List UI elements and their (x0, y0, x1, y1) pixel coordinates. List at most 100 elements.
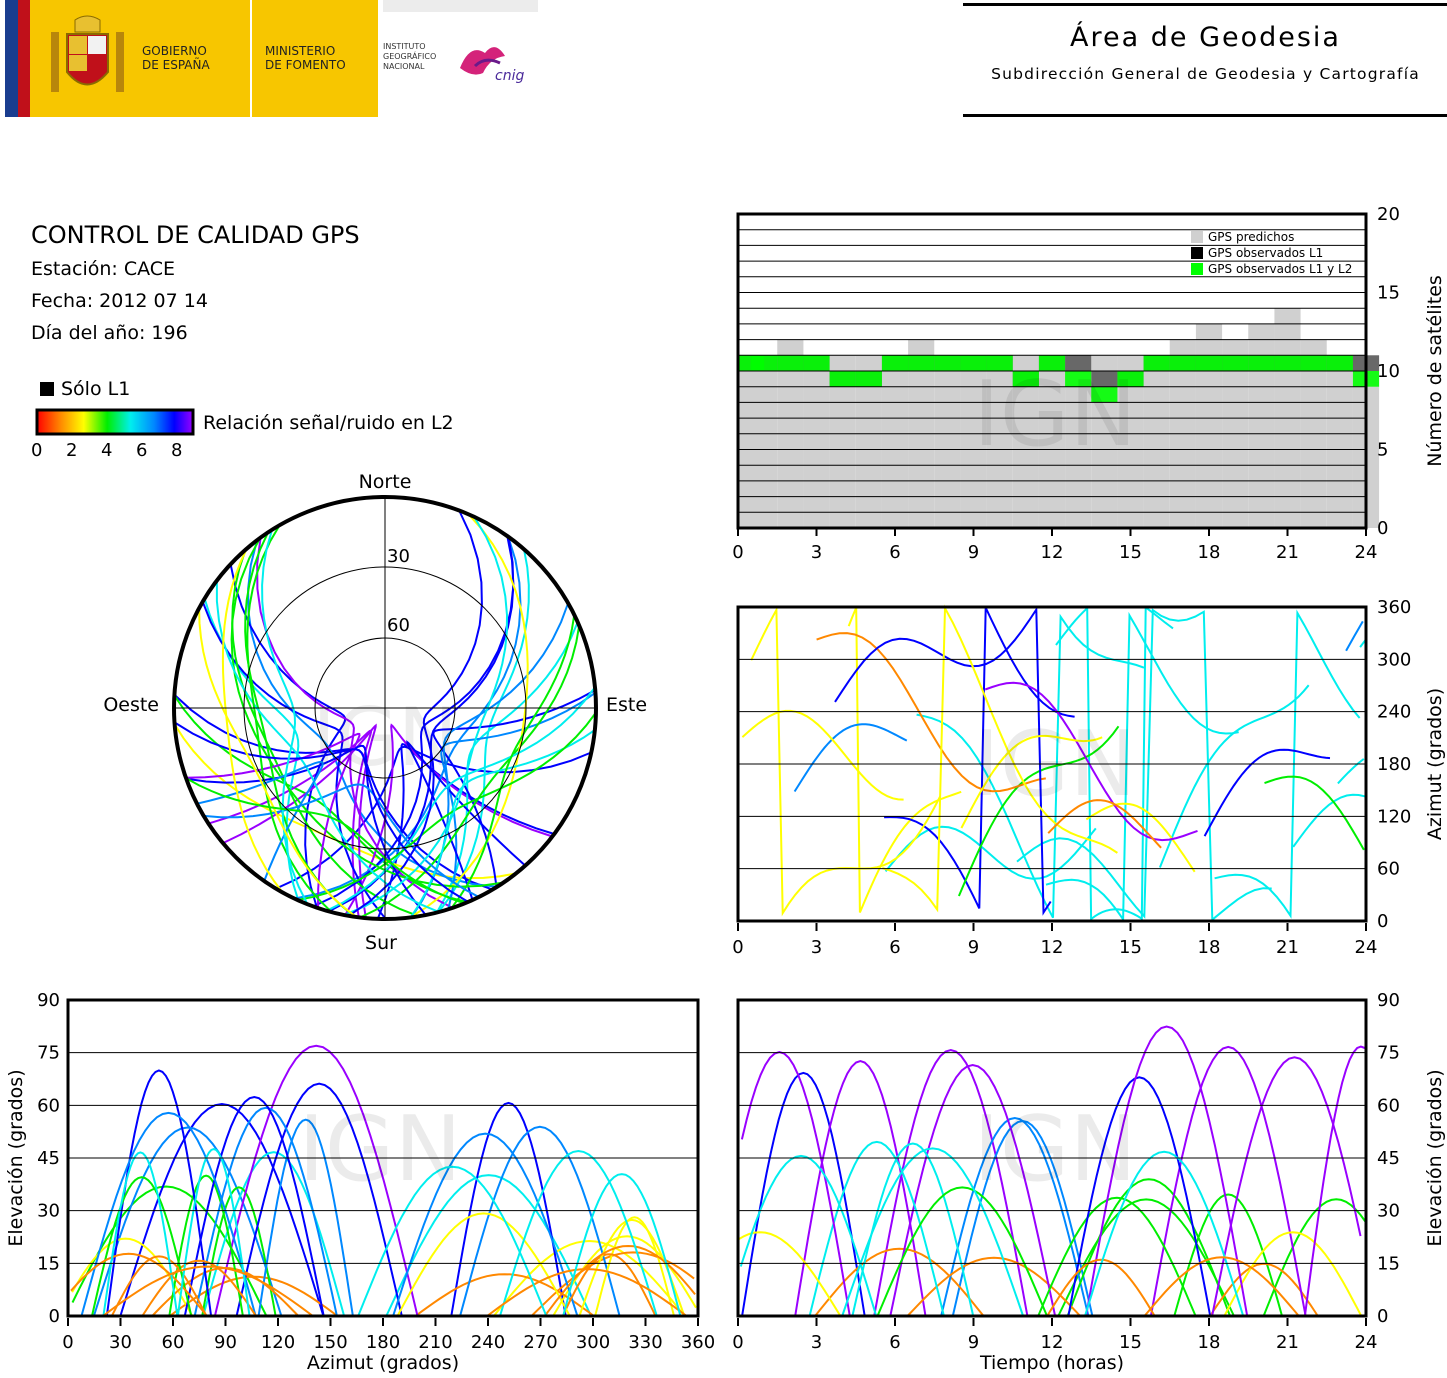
bar-observed-l1l2 (1117, 371, 1144, 387)
legend-swatch-l1 (1191, 247, 1203, 259)
sat-y-tick: 5 (1377, 440, 1388, 461)
skyplot-chart: Norte Sur Este Oeste 30 60 IGN (103, 471, 647, 954)
ministry-line1: MINISTERIO (265, 44, 336, 58)
azimuth-track (1016, 608, 1272, 922)
elev-az-track (385, 1174, 592, 1317)
az-x-tick: 24 (1355, 937, 1378, 955)
et-x-tick: 24 (1355, 1332, 1378, 1353)
ign-top-bar (383, 0, 538, 12)
bar-observed-l1l2 (1091, 386, 1118, 403)
ea-xlabel: Azimut (grados) (307, 1352, 459, 1374)
skyplot-track (450, 614, 576, 909)
bar-predicted (1326, 355, 1353, 528)
az-y-tick: 360 (1377, 597, 1411, 618)
bar-observed-l1l2 (960, 355, 987, 371)
snr-tick: 0 (31, 440, 43, 461)
et-y-tick: 45 (1377, 1148, 1400, 1169)
ea-x-tick: 120 (261, 1332, 295, 1353)
elev-az-track (176, 1148, 251, 1317)
ign-line3: NACIONAL (383, 62, 425, 71)
azimuth-track (1345, 620, 1364, 652)
ea-x-tick: 330 (628, 1332, 662, 1353)
ring-label-30: 30 (387, 546, 410, 567)
azimuth-track (816, 632, 1046, 793)
et-x-tick: 9 (968, 1332, 979, 1353)
only-l1-label: Sólo L1 (61, 378, 131, 400)
elev-az-track (70, 1252, 208, 1317)
report-title: CONTROL DE CALIDAD GPS (31, 221, 360, 249)
ea-x-tick: 180 (366, 1332, 400, 1353)
bar-observed-l1l2 (1065, 371, 1092, 387)
ea-y-tick: 0 (49, 1306, 60, 1327)
ea-y-tick: 75 (37, 1043, 60, 1064)
et-x-tick: 18 (1198, 1332, 1221, 1353)
elev-az-track (193, 1106, 338, 1317)
snr-tick: 2 (66, 440, 78, 461)
et-x-tick: 3 (811, 1332, 822, 1353)
gov-text: GOBIERNO DE ESPAÑA (142, 44, 210, 72)
elev-az-track (543, 1244, 696, 1317)
watermark: IGN (312, 691, 457, 784)
ea-y-tick: 45 (37, 1148, 60, 1169)
sat-y-tick: 0 (1377, 518, 1388, 539)
ea-ticks: 0 30 60 90 120 150 180 210 240 270 300 330 360 0 15 30 4… (37, 990, 715, 1353)
header-rule-bottom (963, 114, 1447, 117)
cnig-logo-text: cnig (495, 68, 524, 84)
bar-predicted (960, 355, 987, 528)
elev-az-track (119, 1102, 325, 1317)
azimuth-track (793, 723, 908, 793)
elev-time-track (889, 1063, 1057, 1317)
ea-x-tick: 270 (523, 1332, 557, 1353)
skyplot-track (343, 516, 509, 916)
snr-tick: 8 (171, 440, 183, 461)
doy-label: Día del año: 196 (31, 322, 188, 344)
bar-observed-l1l2 (1143, 355, 1170, 371)
az-y-tick: 120 (1377, 806, 1411, 827)
et-y-tick: 15 (1377, 1253, 1400, 1274)
dir-north: Norte (359, 471, 412, 493)
ea-x-tick: 360 (681, 1332, 715, 1353)
az-x-tick: 3 (811, 937, 822, 955)
elev-time-track (876, 1186, 1048, 1317)
date-label: Fecha: 2012 07 14 (31, 290, 208, 312)
elev-az-track (235, 1082, 403, 1317)
et-x-tick: 15 (1119, 1332, 1142, 1353)
azimuth-track (741, 709, 904, 801)
skyplot-track (246, 524, 333, 913)
bar-observed-l1l2 (908, 355, 935, 371)
bar-observed-l1l2 (986, 355, 1013, 371)
bar-predicted (1248, 323, 1275, 528)
sat-y-tick: 20 (1377, 204, 1400, 225)
az-x-tick: 21 (1276, 937, 1299, 955)
bar-predicted (986, 355, 1013, 528)
bar-observed-l1l2 (1326, 355, 1353, 371)
sat-grid (738, 229, 1366, 513)
et-grid (738, 1052, 1366, 1264)
legend-swatch-predicted (1191, 231, 1203, 243)
elev-az-track (450, 1101, 567, 1317)
bar-observed-l1l2 (1248, 355, 1275, 371)
elev-az-track (594, 1216, 675, 1317)
sat-x-tick: 15 (1119, 542, 1142, 563)
et-y-tick: 60 (1377, 1095, 1400, 1116)
azimuth-track (1337, 758, 1365, 785)
azimuth-track (984, 681, 1198, 842)
bar-observed-l1 (1091, 371, 1118, 387)
az-tracks (741, 604, 1367, 923)
az-x-tick: 18 (1198, 937, 1221, 955)
ring-label-60: 60 (387, 615, 410, 636)
ministry-line2: DE FOMENTO (265, 58, 346, 72)
dir-east: Este (606, 694, 647, 716)
ea-tracks (70, 1044, 697, 1317)
elev-az-track (414, 1273, 595, 1317)
elev-time-track (1067, 1076, 1212, 1317)
skyplot-track (198, 608, 358, 918)
et-xlabel: Tiempo (horas) (979, 1352, 1124, 1374)
ministry-text: MINISTERIO DE FOMENTO (265, 44, 346, 72)
az-x-tick: 12 (1041, 937, 1064, 955)
elev-az-track (102, 1151, 179, 1317)
skyplot-track (409, 513, 529, 919)
elev-az-track (91, 1176, 193, 1317)
bar-observed-l1l2 (881, 355, 909, 371)
ea-x-tick: 0 (62, 1332, 73, 1353)
